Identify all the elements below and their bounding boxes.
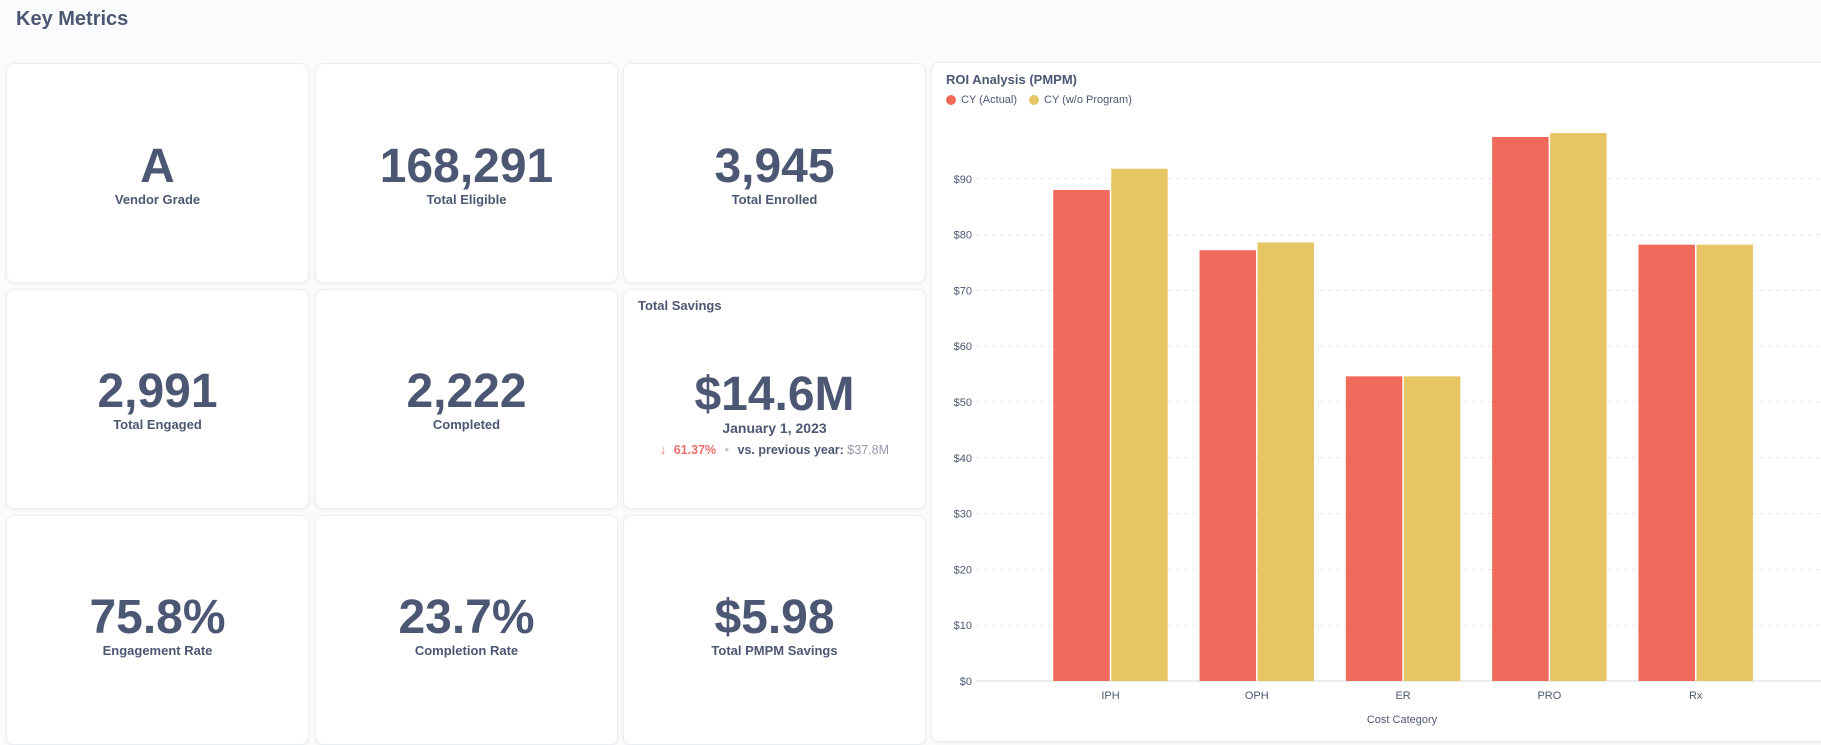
bar-iph-wo-program[interactable] (1111, 168, 1168, 682)
metric-value: A (140, 140, 175, 193)
bar-rx-wo-program[interactable] (1696, 244, 1753, 682)
bar-er-wo-program[interactable] (1403, 376, 1461, 681)
metric-label: Total Engaged (113, 417, 202, 432)
roi-analysis-chart-card[interactable]: ROI Analysis (PMPM) CY (Actual) CY (w/o … (931, 62, 1821, 742)
page-title: Key Metrics (16, 8, 129, 30)
y-tick-label: $60 (954, 341, 972, 353)
legend-label-wo-program: CY (w/o Program) (1044, 94, 1132, 106)
arrow-down-icon: ↓ (660, 443, 667, 457)
bar-iph-actual[interactable] (1053, 189, 1110, 681)
bar-rx-actual[interactable] (1638, 244, 1695, 682)
change-percent: 61.37% (673, 443, 717, 457)
metric-date: January 1, 2023 (722, 420, 827, 436)
chart-legend: CY (Actual) CY (w/o Program) (946, 94, 1132, 106)
y-tick-label: $70 (954, 285, 972, 297)
legend-swatch-wo-program (1029, 95, 1040, 105)
y-tick-label: $40 (954, 453, 972, 465)
total-engaged-card[interactable]: 2,991 Total Engaged (6, 289, 309, 509)
metric-value: 2,222 (406, 365, 527, 418)
metric-label: Total Enrolled (731, 192, 818, 207)
completion-rate-card[interactable]: 23.7% Completion Rate (315, 515, 618, 745)
bar-oph-wo-program[interactable] (1257, 242, 1315, 682)
metric-value: 2,991 (97, 365, 218, 418)
y-tick-label: $90 (954, 174, 972, 186)
card-title: Total Savings (638, 298, 722, 313)
chart-title: ROI Analysis (PMPM) (946, 72, 1077, 87)
legend-item-wo-program[interactable]: CY (w/o Program) (1029, 94, 1132, 106)
y-tick-label: $30 (954, 509, 972, 521)
metric-label: Total PMPM Savings (711, 643, 838, 658)
bar-pro-actual[interactable] (1492, 136, 1549, 681)
metric-value: 23.7% (398, 591, 535, 644)
x-tick-label: PRO (1537, 690, 1561, 702)
separator-dot: • (724, 443, 730, 457)
bar-pro-wo-program[interactable] (1550, 133, 1607, 681)
compare-value: $37.8M (847, 443, 889, 457)
legend-label-actual: CY (Actual) (961, 94, 1018, 106)
x-tick-label: IPH (1101, 690, 1119, 702)
total-pmpm-savings-card[interactable]: $5.98 Total PMPM Savings (623, 515, 926, 745)
engagement-rate-card[interactable]: 75.8% Engagement Rate (6, 515, 309, 745)
metric-label: Completed (432, 417, 501, 432)
metric-value: 168,291 (379, 140, 554, 193)
vendor-grade-card[interactable]: A Vendor Grade (6, 63, 309, 283)
total-enrolled-card[interactable]: 3,945 Total Enrolled (623, 63, 926, 283)
y-tick-label: $80 (954, 230, 972, 242)
metric-value: $5.98 (714, 591, 835, 644)
metric-value: 3,945 (714, 140, 835, 193)
compare-label: vs. previous year: (737, 443, 844, 457)
y-tick-label: $50 (954, 397, 972, 409)
total-eligible-card[interactable]: 168,291 Total Eligible (315, 63, 618, 283)
y-tick-label: $0 (960, 676, 972, 688)
x-axis-label: Cost Category (1367, 714, 1438, 726)
metric-value: $14.6M (694, 368, 855, 421)
metric-label: Total Eligible (426, 192, 507, 207)
x-tick-label: ER (1395, 690, 1410, 702)
y-tick-label: $20 (954, 564, 972, 576)
x-tick-label: Rx (1689, 690, 1703, 702)
metric-value: 75.8% (89, 591, 226, 644)
metric-label: Vendor Grade (114, 192, 201, 207)
metric-label: Completion Rate (414, 643, 519, 658)
completed-card[interactable]: 2,222 Completed (315, 289, 618, 509)
legend-item-actual[interactable]: CY (Actual) (946, 94, 1017, 106)
comparison-line: ↓ 61.37% • vs. previous year: $37.8M (624, 443, 925, 457)
bar-chart: $0 $10 $20 $30 $40 $50 $60 $70 $80 $90 IPH OPH ER PR… (954, 133, 1821, 726)
y-tick-label: $10 (954, 620, 972, 632)
x-tick-label: OPH (1245, 690, 1269, 702)
bar-er-actual[interactable] (1345, 376, 1403, 681)
total-savings-card[interactable]: Total Savings $14.6M January 1, 2023 ↓ 6… (623, 289, 926, 509)
bar-oph-actual[interactable] (1199, 250, 1257, 681)
legend-swatch-actual (946, 95, 956, 105)
metric-label: Engagement Rate (102, 643, 213, 658)
